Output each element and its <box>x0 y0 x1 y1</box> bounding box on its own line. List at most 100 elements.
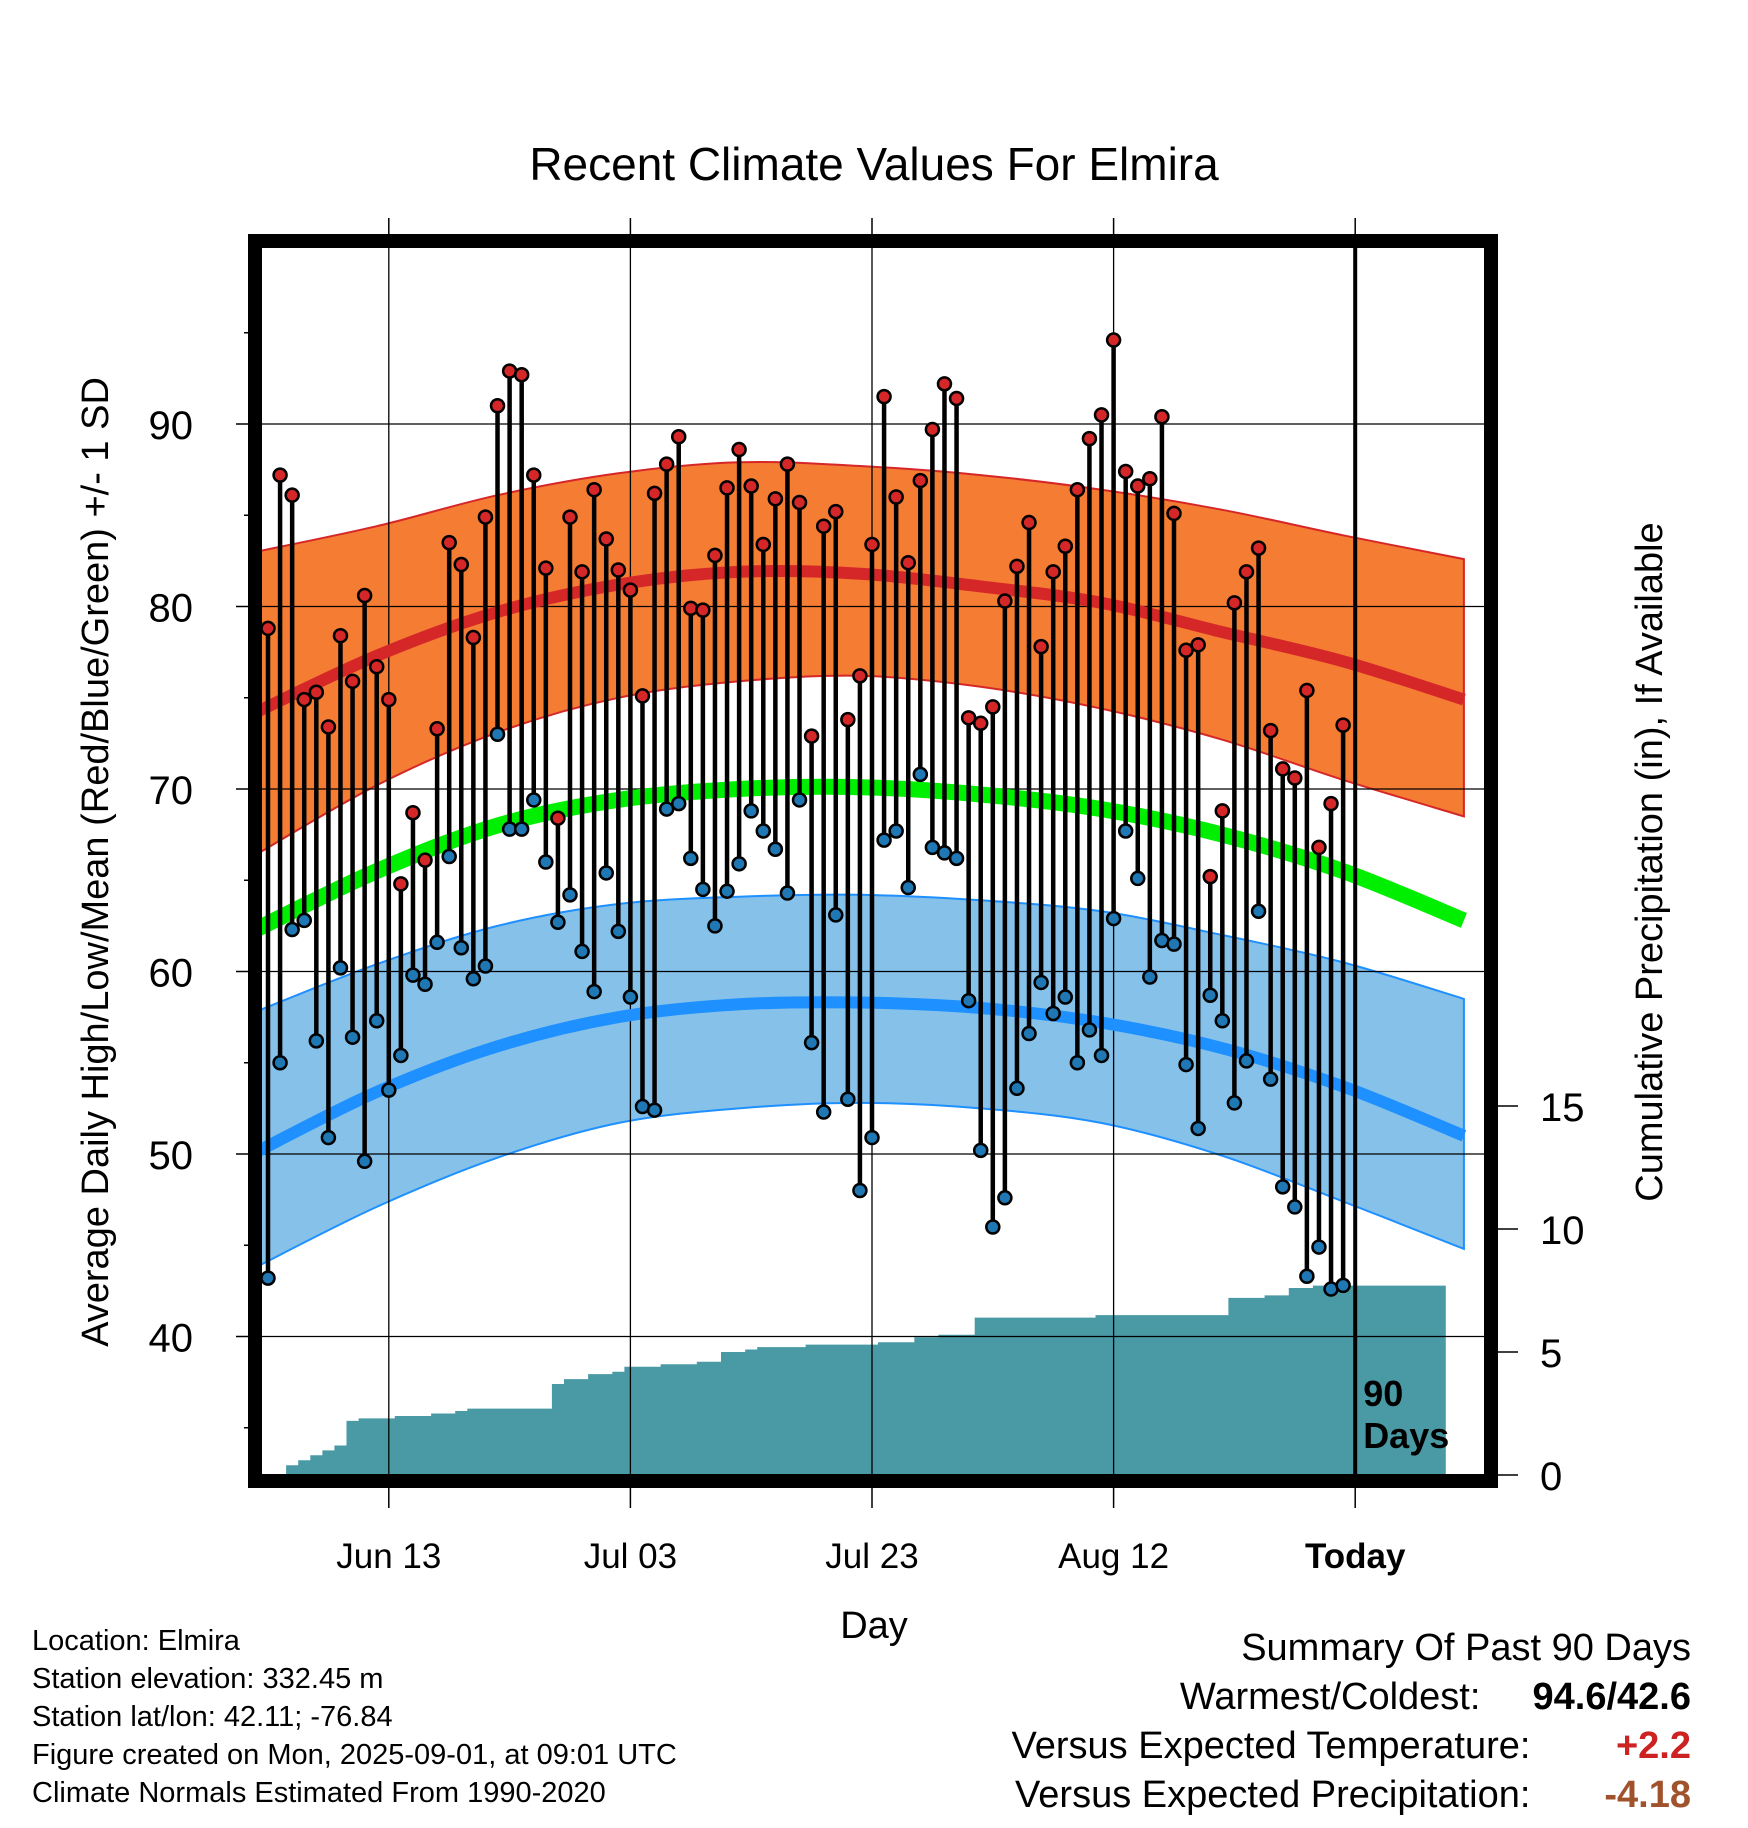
low-point <box>864 1129 880 1146</box>
plot-frame <box>248 234 1498 1488</box>
low-point <box>1311 1239 1327 1255</box>
high-point <box>948 390 965 407</box>
low-point <box>513 821 530 837</box>
low-point <box>1250 903 1267 920</box>
high-point <box>1226 595 1243 611</box>
y-tick-label: 80 <box>149 587 194 631</box>
x-tick-label: Jul 23 <box>825 1537 918 1576</box>
low-point <box>1274 1179 1291 1195</box>
high-point <box>803 728 820 744</box>
high-point <box>743 478 759 494</box>
created-text: Figure created on Mon, 2025-09-01, at 09… <box>32 1739 677 1771</box>
precip-row: Versus Expected Precipitation: -4.18 <box>1012 1771 1691 1820</box>
y2-tick-label: 15 <box>1540 1086 1585 1130</box>
high-point <box>755 536 772 553</box>
x-tick-label: Today <box>1305 1537 1406 1576</box>
high-point <box>1190 637 1206 653</box>
today-marker-line: Days <box>1363 1415 1449 1456</box>
high-point <box>344 673 361 690</box>
summary-panel: Summary Of Past 90 Days Warmest/Coldest:… <box>1012 1624 1691 1820</box>
low-point <box>997 1190 1013 1206</box>
y2-axis-label: Cumulative Precipitation (in), If Availa… <box>1629 522 1671 1201</box>
elevation-text: Station elevation: 332.45 m <box>32 1663 384 1695</box>
low-point <box>562 887 578 903</box>
low-point <box>1190 1120 1206 1137</box>
low-point <box>610 923 627 940</box>
high-point <box>1311 839 1327 856</box>
high-point <box>1045 564 1061 580</box>
high-point <box>320 719 337 735</box>
high-point <box>864 536 880 553</box>
high-point <box>1057 538 1074 555</box>
high-point <box>272 467 288 483</box>
high-point <box>719 480 735 496</box>
high-point <box>888 489 904 505</box>
high-point <box>1178 642 1194 659</box>
x-tick-label: Jun 13 <box>336 1537 441 1576</box>
high-point <box>1335 717 1351 733</box>
low-point <box>332 960 349 976</box>
high-point <box>876 388 892 405</box>
low-point <box>840 1091 856 1107</box>
low-point <box>465 971 482 987</box>
low-point <box>368 1013 385 1029</box>
high-point <box>634 688 651 704</box>
high-point <box>1130 478 1146 494</box>
high-normal-line <box>262 564 1466 717</box>
low-point <box>393 1047 409 1064</box>
high-point <box>381 691 397 708</box>
high-point <box>779 456 796 472</box>
low-point <box>308 1033 325 1049</box>
low-point <box>1117 823 1134 839</box>
low-point <box>924 839 941 856</box>
low-point <box>550 914 566 930</box>
high-point <box>924 421 941 438</box>
high-point <box>936 376 953 392</box>
y-tick-label: 90 <box>149 404 194 448</box>
warm-cold-label: Warmest/Coldest: <box>1179 1676 1481 1718</box>
low-point <box>284 921 300 938</box>
high-point <box>489 398 506 414</box>
low-point <box>429 934 445 951</box>
precip-area <box>286 1285 1446 1474</box>
y-tick-label: 50 <box>149 1134 194 1178</box>
low-point <box>1142 969 1158 985</box>
y2-tick-label: 5 <box>1540 1332 1562 1376</box>
high-point <box>1299 682 1315 699</box>
high-point <box>912 472 929 489</box>
high-point <box>695 602 711 618</box>
low-point <box>912 766 929 783</box>
high-point <box>997 593 1013 609</box>
y-tick-label: 70 <box>149 769 194 813</box>
warm-cold-row: Warmest/Coldest: 94.6/42.6 <box>1012 1673 1691 1722</box>
low-point <box>1009 1080 1025 1097</box>
x-axis-label: Day <box>840 1605 908 1647</box>
low-point <box>489 726 506 742</box>
low-point <box>1262 1071 1279 1087</box>
low-point <box>755 823 772 839</box>
low-point <box>876 832 892 848</box>
low-point <box>646 1102 663 1118</box>
station-info: Location: Elmira Station elevation: 332.… <box>32 1622 677 1812</box>
temp-row: Versus Expected Temperature: +2.2 <box>1012 1722 1691 1771</box>
low-point <box>1021 1025 1037 1042</box>
high-point <box>284 487 300 503</box>
high-point <box>1202 868 1218 885</box>
high-point <box>1287 770 1303 786</box>
high-point <box>405 804 421 821</box>
high-point <box>417 852 433 868</box>
low-point <box>320 1129 337 1146</box>
low-point <box>1045 1005 1061 1022</box>
low-point <box>538 854 554 870</box>
low-point <box>272 1055 288 1071</box>
high-point <box>356 587 373 604</box>
axes: 40 50 60 70 80 90 0 5 10 15 Jun 13 Jul 03 Jul 23 Aug … <box>149 218 1585 1576</box>
low-point <box>683 850 699 867</box>
low-sd-band <box>262 893 1465 1266</box>
high-point <box>393 876 409 892</box>
low-point <box>1130 870 1146 887</box>
high-point <box>296 691 312 708</box>
normals-text: Climate Normals Estimated From 1990-2020 <box>32 1777 606 1809</box>
low-point <box>344 1029 361 1045</box>
low-point <box>1226 1095 1243 1111</box>
